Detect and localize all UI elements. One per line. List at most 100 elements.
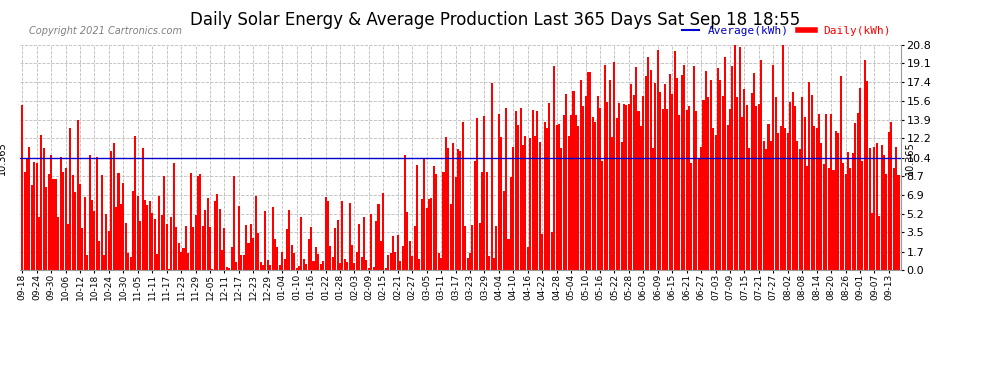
- Bar: [553, 66, 555, 270]
- Bar: [21, 105, 23, 270]
- Bar: [767, 124, 769, 270]
- Bar: [838, 133, 840, 270]
- Bar: [330, 246, 332, 270]
- Bar: [481, 172, 483, 270]
- Bar: [135, 136, 137, 270]
- Bar: [404, 155, 406, 270]
- Bar: [303, 259, 305, 270]
- Bar: [537, 111, 539, 270]
- Bar: [248, 243, 249, 270]
- Bar: [259, 262, 261, 270]
- Bar: [567, 136, 569, 270]
- Bar: [830, 114, 833, 270]
- Bar: [170, 217, 172, 270]
- Bar: [163, 176, 165, 270]
- Bar: [654, 83, 656, 270]
- Bar: [279, 265, 281, 270]
- Bar: [548, 103, 550, 270]
- Bar: [180, 252, 182, 270]
- Bar: [762, 141, 764, 270]
- Bar: [811, 94, 813, 270]
- Bar: [715, 135, 717, 270]
- Bar: [614, 62, 616, 270]
- Bar: [108, 231, 110, 270]
- Bar: [512, 147, 515, 270]
- Bar: [856, 113, 858, 270]
- Bar: [192, 227, 194, 270]
- Bar: [787, 133, 789, 270]
- Bar: [717, 68, 719, 270]
- Bar: [633, 95, 635, 270]
- Bar: [804, 117, 806, 270]
- Bar: [389, 254, 392, 270]
- Bar: [866, 81, 868, 270]
- Bar: [724, 57, 727, 270]
- Bar: [508, 239, 510, 270]
- Bar: [782, 45, 784, 270]
- Bar: [609, 80, 611, 270]
- Bar: [115, 207, 117, 270]
- Bar: [165, 224, 167, 270]
- Bar: [840, 75, 842, 270]
- Bar: [288, 210, 290, 270]
- Bar: [592, 117, 594, 270]
- Bar: [137, 196, 139, 270]
- Bar: [621, 142, 623, 270]
- Bar: [599, 108, 601, 270]
- Bar: [849, 168, 851, 270]
- Bar: [760, 60, 762, 270]
- Bar: [274, 238, 276, 270]
- Bar: [142, 148, 144, 270]
- Bar: [182, 248, 184, 270]
- Bar: [647, 57, 649, 270]
- Bar: [770, 141, 772, 270]
- Bar: [737, 98, 739, 270]
- Bar: [365, 260, 367, 270]
- Bar: [698, 158, 700, 270]
- Bar: [445, 137, 446, 270]
- Bar: [525, 136, 527, 270]
- Bar: [271, 207, 273, 270]
- Bar: [720, 80, 722, 270]
- Bar: [36, 163, 38, 270]
- Bar: [363, 217, 365, 270]
- Bar: [833, 170, 835, 270]
- Bar: [130, 257, 132, 270]
- Bar: [570, 115, 572, 270]
- Bar: [775, 97, 777, 270]
- Bar: [402, 246, 404, 270]
- Bar: [447, 148, 449, 270]
- Bar: [572, 90, 574, 270]
- Bar: [406, 212, 409, 270]
- Bar: [74, 192, 76, 270]
- Bar: [132, 192, 134, 270]
- Bar: [688, 106, 690, 270]
- Bar: [43, 148, 45, 270]
- Bar: [563, 115, 565, 270]
- Bar: [409, 242, 411, 270]
- Bar: [342, 201, 344, 270]
- Bar: [194, 216, 197, 270]
- Bar: [495, 226, 498, 270]
- Bar: [62, 171, 64, 270]
- Bar: [522, 145, 524, 270]
- Bar: [873, 147, 875, 270]
- Bar: [597, 96, 599, 270]
- Bar: [436, 174, 438, 270]
- Bar: [835, 130, 837, 270]
- Bar: [471, 225, 473, 270]
- Bar: [24, 172, 26, 270]
- Bar: [454, 177, 456, 270]
- Bar: [881, 146, 883, 270]
- Bar: [372, 267, 374, 270]
- Bar: [120, 204, 122, 270]
- Bar: [732, 66, 734, 270]
- Bar: [443, 172, 445, 270]
- Bar: [310, 228, 312, 270]
- Bar: [93, 211, 95, 270]
- Bar: [510, 177, 512, 270]
- Bar: [580, 81, 582, 270]
- Bar: [652, 148, 654, 270]
- Bar: [281, 252, 283, 270]
- Bar: [313, 261, 315, 270]
